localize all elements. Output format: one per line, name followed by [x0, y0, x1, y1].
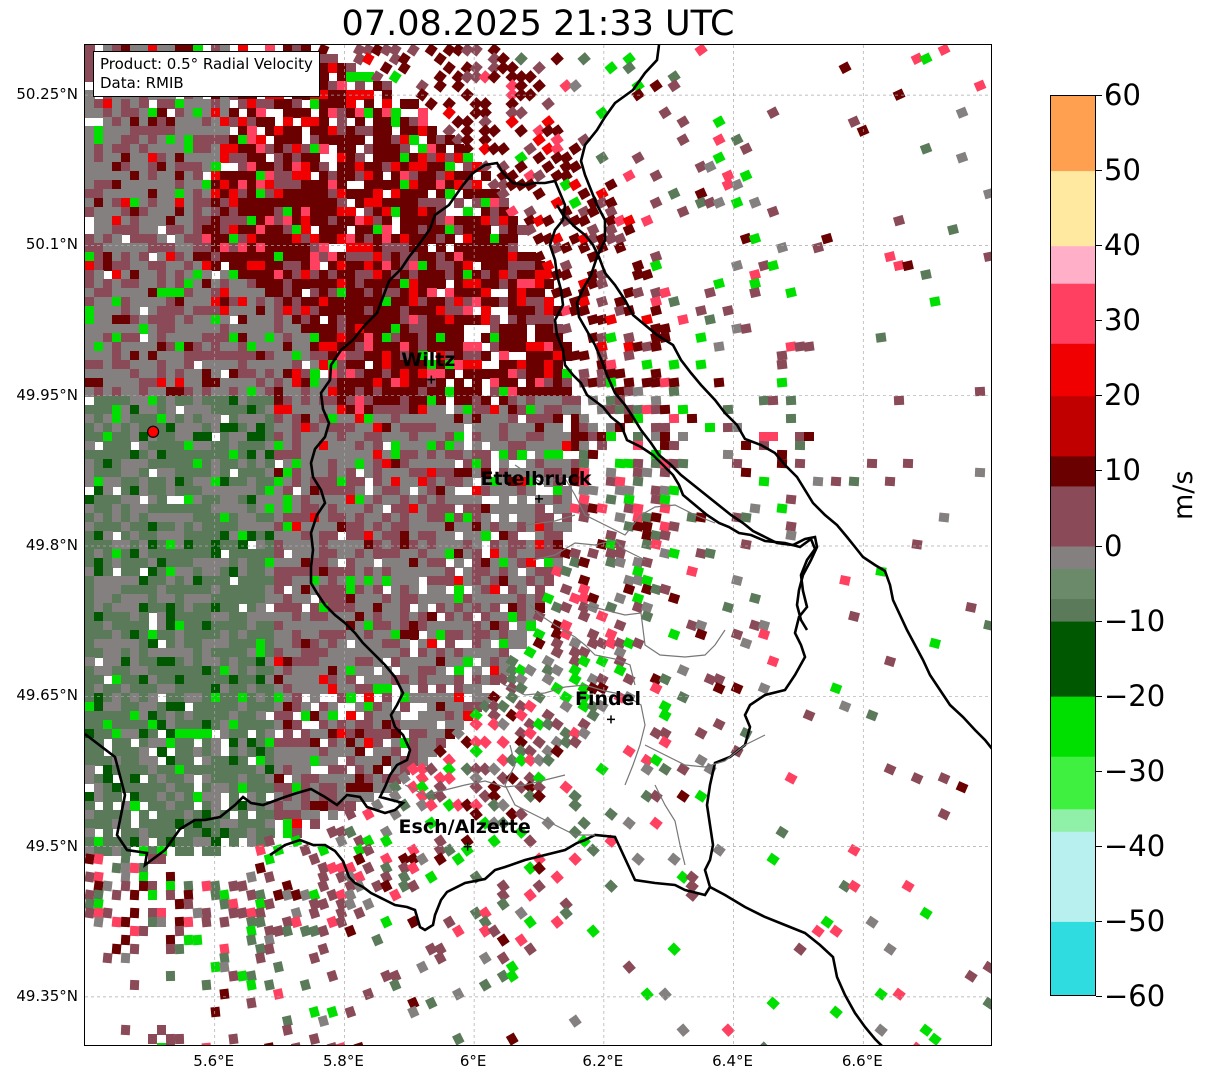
colorbar-segment	[1051, 599, 1095, 623]
colorbar-tick-label: 10	[1104, 453, 1141, 488]
colorbar-tick-label: −20	[1104, 678, 1166, 713]
colorbar-tick-label: −50	[1104, 903, 1166, 938]
city-marker	[427, 375, 436, 384]
belgium-luxembourg-border-north	[555, 204, 991, 750]
colorbar-tick-label: 50	[1104, 153, 1141, 188]
colorbar-tick-label: 30	[1104, 303, 1141, 338]
lon-tick-label: 5.6°E	[193, 1052, 235, 1070]
colorbar-tick	[1096, 245, 1102, 247]
colorbar-segment	[1051, 546, 1095, 570]
velocity-colorbar	[1050, 95, 1096, 996]
data-source-label: Data: RMIB	[100, 74, 184, 92]
luxembourg-national-border	[85, 161, 817, 932]
colorbar-segment	[1051, 959, 1095, 995]
radar-map-canvas[interactable]	[85, 45, 992, 1046]
colorbar-segment	[1051, 246, 1095, 285]
country-borders	[85, 45, 991, 1045]
france-luxembourg-border-south	[709, 885, 883, 1045]
city-marker	[606, 715, 615, 724]
colorbar-tick-label: −10	[1104, 603, 1166, 638]
colorbar-segment	[1051, 696, 1095, 758]
lon-tick-label: 6.2°E	[582, 1052, 624, 1070]
colorbar-unit-label: m/s	[1168, 470, 1199, 520]
colorbar-tick	[1096, 695, 1102, 697]
lat-tick-label: 50.25°N	[16, 85, 78, 104]
colorbar-tick	[1096, 996, 1102, 997]
city-marker	[463, 842, 472, 851]
colorbar-segment	[1051, 809, 1095, 833]
colorbar-gradient	[1051, 96, 1095, 995]
lat-tick-label: 49.35°N	[16, 986, 78, 1005]
colorbar-tick	[1096, 620, 1102, 622]
city-label: Ettelbruck	[480, 467, 592, 490]
colorbar-segment	[1051, 396, 1095, 457]
colorbar-segment	[1051, 756, 1095, 810]
colorbar-tick	[1096, 95, 1102, 96]
city-markers	[427, 375, 615, 851]
product-info-box: Product: 0.5° Radial Velocity Data: RMIB	[93, 51, 320, 97]
colorbar-segment	[1051, 621, 1095, 698]
radar-echo-layer	[85, 45, 991, 1045]
lon-tick-label: 5.8°E	[323, 1052, 364, 1070]
colorbar-segment	[1051, 569, 1095, 600]
map-gridlines	[85, 45, 991, 1045]
colorbar-segment	[1051, 343, 1095, 397]
lon-tick-label: 6.4°E	[712, 1052, 753, 1070]
radar-map[interactable]	[84, 44, 992, 1046]
colorbar-tick-label: 60	[1104, 78, 1141, 112]
colorbar-tick	[1096, 545, 1102, 547]
lat-tick-label: 49.95°N	[16, 385, 78, 404]
city-label: Wiltz	[401, 348, 456, 371]
colorbar-tick-label: 0	[1104, 528, 1123, 563]
colorbar-segment	[1051, 921, 1095, 960]
colorbar-segment	[1051, 486, 1095, 547]
colorbar-segment	[1051, 456, 1095, 487]
colorbar-segment	[1051, 96, 1095, 172]
cantonal-boundaries	[404, 464, 766, 866]
lon-tick-label: 6.6°E	[841, 1052, 883, 1070]
product-label: Product: 0.5° Radial Velocity	[100, 55, 313, 73]
colorbar-segment	[1051, 283, 1095, 345]
colorbar-tick	[1096, 920, 1102, 922]
colorbar-tick-label: −40	[1104, 828, 1166, 863]
city-marker	[535, 494, 543, 503]
colorbar-tick-label: 40	[1104, 228, 1141, 263]
lon-tick-label: 6°E	[459, 1052, 487, 1070]
lat-tick-label: 49.8°N	[25, 536, 78, 554]
colorbar-tick	[1096, 395, 1102, 397]
colorbar-tick	[1096, 320, 1102, 322]
radar-site-marker[interactable]	[146, 425, 160, 438]
lat-tick-label: 49.65°N	[16, 686, 78, 705]
colorbar-tick	[1096, 770, 1102, 772]
city-label: Esch/Alzette	[398, 815, 531, 838]
city-label: Findel	[574, 688, 641, 711]
colorbar-tick-label: −30	[1104, 753, 1166, 788]
colorbar-tick-label: −60	[1104, 979, 1166, 1013]
german-luxembourg-border-east	[575, 45, 819, 631]
colorbar-tick-label: 20	[1104, 378, 1141, 413]
colorbar-segment	[1051, 171, 1095, 247]
colorbar-tick	[1096, 170, 1102, 172]
colorbar-segment	[1051, 831, 1095, 923]
colorbar-tick	[1096, 845, 1102, 847]
colorbar-tick	[1096, 470, 1102, 472]
map-title: 07.08.2025 21:33 UTC	[341, 4, 735, 44]
lat-tick-label: 49.5°N	[25, 836, 78, 855]
lat-tick-label: 50.1°N	[25, 235, 78, 254]
